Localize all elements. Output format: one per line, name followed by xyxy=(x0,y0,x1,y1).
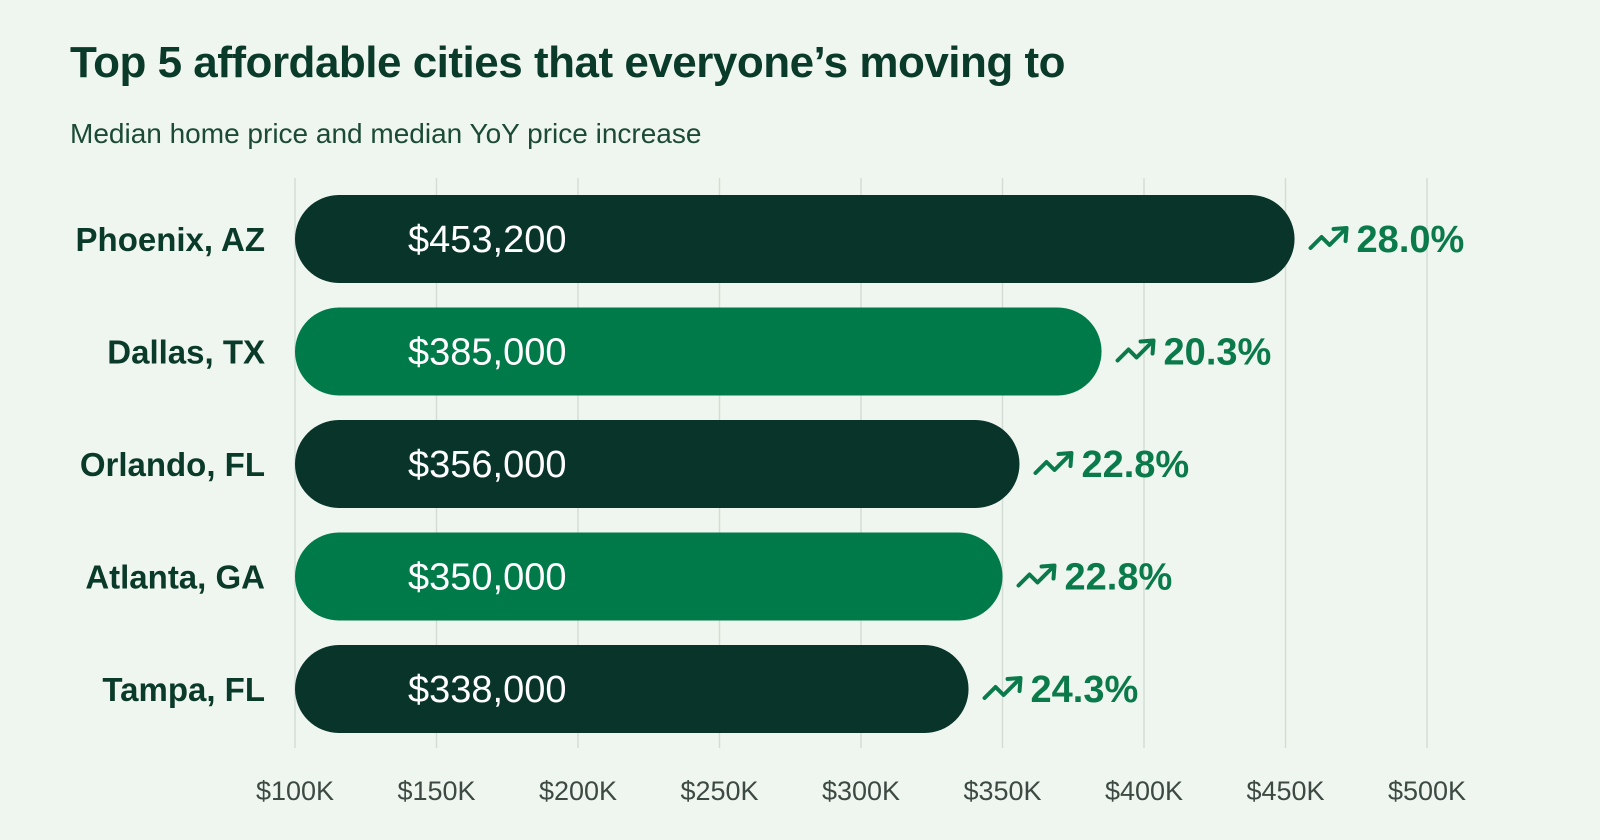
trending-up-icon xyxy=(982,678,1021,700)
yoy-increase-label: 24.3% xyxy=(1031,669,1139,711)
trending-up-icon-arrowhead xyxy=(1138,338,1156,356)
category-label: Dallas, TX xyxy=(107,334,265,371)
x-tick-label: $200K xyxy=(539,776,617,806)
x-tick-label: $300K xyxy=(822,776,900,806)
x-tick-label: $400K xyxy=(1105,776,1183,806)
trending-up-icon xyxy=(1308,228,1347,250)
category-label: Tampa, FL xyxy=(102,671,265,708)
bar-value-label: $350,000 xyxy=(408,557,567,599)
trending-up-icon-arrowhead xyxy=(1331,226,1349,243)
bar-orlando-fl xyxy=(295,420,1020,508)
category-label: Atlanta, GA xyxy=(85,559,265,596)
chart-subtitle: Median home price and median YoY price i… xyxy=(70,118,702,149)
yoy-increase-label: 20.3% xyxy=(1164,332,1272,374)
bar-phoenix-az xyxy=(295,195,1295,283)
trending-up-icon xyxy=(1033,453,1072,475)
trending-up-icon-arrowhead xyxy=(1005,676,1023,693)
bar-value-label: $338,000 xyxy=(408,669,567,711)
category-label: Orlando, FL xyxy=(80,446,265,483)
yoy-increase-label: 22.8% xyxy=(1065,557,1173,599)
bar-tampa-fl xyxy=(295,645,969,733)
trending-up-icon-arrowhead xyxy=(1039,563,1057,581)
x-tick-label: $450K xyxy=(1246,776,1324,806)
bar-value-label: $453,200 xyxy=(408,219,567,261)
yoy-increase-label: 28.0% xyxy=(1357,219,1465,261)
yoy-increase-label: 22.8% xyxy=(1081,444,1189,486)
bar-value-label: $385,000 xyxy=(408,332,567,374)
x-tick-label: $100K xyxy=(256,776,334,806)
trending-up-icon-arrowhead xyxy=(1056,451,1074,468)
bar-dallas-tx xyxy=(295,307,1102,396)
x-tick-label: $150K xyxy=(397,776,475,806)
bar-value-label: $356,000 xyxy=(408,444,567,486)
chart-title: Top 5 affordable cities that everyone’s … xyxy=(70,38,1066,87)
category-label: Phoenix, AZ xyxy=(76,221,265,258)
x-tick-label: $250K xyxy=(680,776,758,806)
bar-atlanta-ga xyxy=(295,532,1003,621)
trending-up-icon xyxy=(1115,340,1154,363)
x-tick-label: $350K xyxy=(963,776,1041,806)
trending-up-icon xyxy=(1016,565,1055,588)
x-tick-label: $500K xyxy=(1388,776,1466,806)
